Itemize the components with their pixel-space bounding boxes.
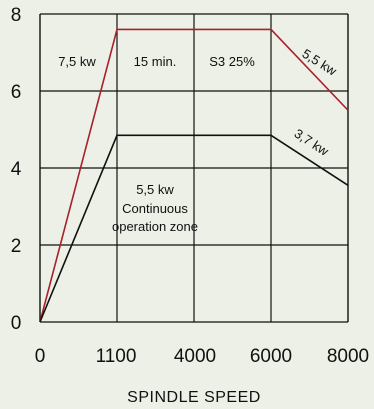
y-axis-ticks: 0 2 4 6 8 <box>11 5 22 334</box>
x-axis-ticks: 0 1100 4000 6000 8000 <box>35 346 369 367</box>
y-tick-label: 4 <box>11 159 22 180</box>
continuous-zone-label-1: Continuous <box>122 201 188 216</box>
x-tick-label: 0 <box>35 346 46 367</box>
continuous-zone-label-2: operation zone <box>112 219 198 234</box>
y-tick-label: 6 <box>11 82 22 103</box>
x-tick-label: 8000 <box>327 346 369 367</box>
s3-line-label: 5,5 kw <box>299 46 339 79</box>
y-tick-label: 8 <box>11 5 22 26</box>
s3-power-line <box>39 28 349 323</box>
continuous-line-label: 3,7 kw <box>292 126 332 159</box>
x-tick-label: 1100 <box>96 346 137 367</box>
y-tick-label: 2 <box>11 236 22 257</box>
continuous-power-label: 5,5 kw <box>136 182 174 197</box>
chart-annotations: 7,5 kw 15 min. S3 25% 5,5 kw 3,7 kw 5,5 … <box>58 46 340 234</box>
s3-power-label: 7,5 kw <box>58 54 96 69</box>
y-tick-label: 0 <box>11 313 22 334</box>
series-group <box>39 28 349 323</box>
s3-duty-label: S3 25% <box>209 54 255 69</box>
chart-grid <box>39 13 349 323</box>
x-axis-title: SPINDLE SPEED <box>127 389 261 406</box>
x-tick-label: 6000 <box>250 346 292 367</box>
continuous-power-line <box>39 134 349 323</box>
s3-time-label: 15 min. <box>134 54 177 69</box>
x-tick-label: 4000 <box>174 346 216 367</box>
